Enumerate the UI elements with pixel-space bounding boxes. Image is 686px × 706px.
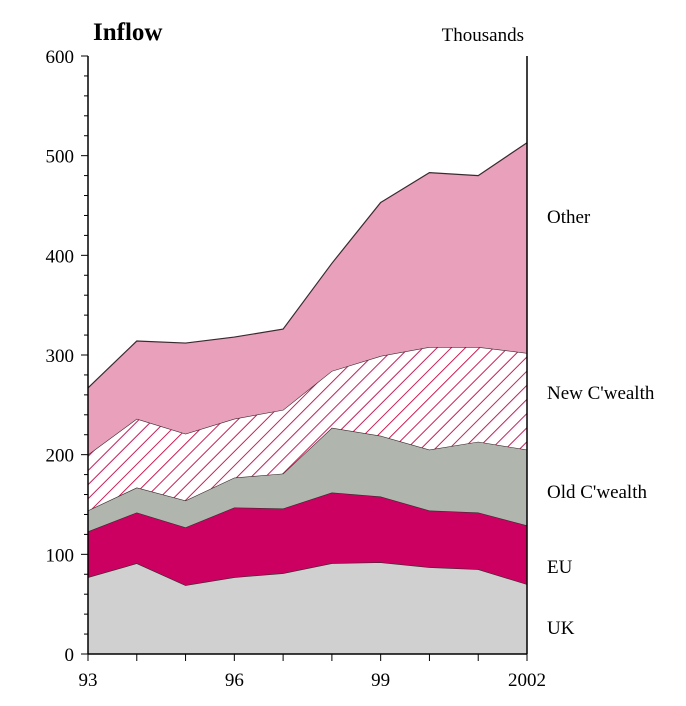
area-eu: [88, 492, 527, 586]
x-tick-label: 2002: [508, 670, 546, 691]
units-label: Thousands: [442, 25, 524, 46]
y-tick-label: 300: [46, 346, 75, 367]
y-tick-label: 600: [46, 47, 75, 68]
x-tick-label: 93: [79, 670, 98, 691]
series-label: Old C'wealth: [547, 482, 647, 503]
series-line: [87, 142, 528, 389]
series-label: UK: [547, 618, 575, 639]
y-tick-label: 0: [65, 645, 75, 666]
chart-title: Inflow: [93, 19, 162, 46]
y-tick-label: 100: [46, 545, 75, 566]
area-old-c-wealth: [88, 427, 527, 532]
area-uk: [88, 562, 527, 654]
x-tick-label: 96: [225, 670, 244, 691]
x-tick-label: 99: [371, 670, 390, 691]
area-new-c-wealth: [88, 347, 527, 511]
y-tick-label: 500: [46, 147, 75, 168]
series-label: New C'wealth: [547, 383, 655, 404]
area-other: [88, 142, 527, 455]
series-label: EU: [547, 557, 573, 578]
series-label: Other: [547, 207, 591, 228]
y-tick-label: 200: [46, 446, 75, 467]
y-tick-label: 400: [46, 246, 75, 267]
